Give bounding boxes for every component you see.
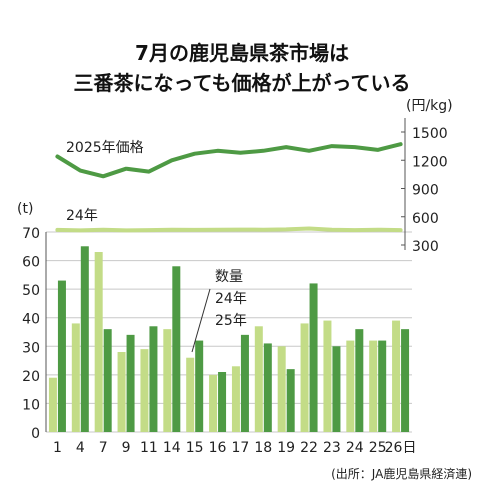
x-tick-label: 22 — [300, 440, 318, 456]
bar-25-11 — [149, 326, 158, 432]
bar-axis-grid: 0 10 20 30 40 50 60 70 — [22, 226, 412, 442]
bar-24-1 — [48, 377, 57, 432]
x-tick-label: 14 — [163, 440, 181, 456]
bar-24-7 — [94, 252, 103, 432]
bar-24-17 — [231, 366, 240, 432]
bar-axis-tick-label: 10 — [22, 397, 40, 413]
bar-25-23 — [332, 346, 341, 432]
legend-item-24: 24年 — [215, 291, 247, 307]
line-24-price — [55, 226, 403, 233]
bar-25-24 — [355, 329, 364, 432]
bar-axis-tick-label: 70 — [22, 226, 40, 242]
legend-leader-line — [191, 288, 211, 353]
bar-25-16 — [218, 372, 227, 432]
bar-25-14 — [172, 266, 181, 432]
bar-25-19 — [286, 369, 295, 432]
bar-25-9 — [126, 334, 135, 432]
bar-24-16 — [209, 374, 218, 432]
price-axis: 300 600 900 1200 1500 — [401, 118, 448, 255]
x-tick-label: 23 — [323, 440, 341, 456]
left-axis-unit: (t) — [17, 201, 33, 217]
bar-25-1 — [57, 280, 66, 432]
chart-title-line1: 7月の鹿児島県茶市場は — [135, 41, 349, 65]
bar-24-15 — [186, 357, 195, 432]
x-tick-label: 9 — [122, 440, 131, 456]
price-axis-tick-label: 600 — [412, 211, 439, 227]
line-series-group — [55, 142, 403, 233]
price-axis-tick-label: 900 — [412, 183, 439, 199]
bar-25-4 — [80, 246, 89, 432]
bar-axis-tick-label: 20 — [22, 369, 40, 385]
x-tick-label: 4 — [76, 440, 85, 456]
price-axis-tick-label: 1200 — [412, 154, 448, 170]
bar-axis-tick-label: 50 — [22, 283, 40, 299]
bar-24-22 — [300, 323, 309, 432]
x-tick-label: 17 — [232, 440, 250, 456]
x-tick-label: 19 — [277, 440, 295, 456]
bar-25-25 — [378, 340, 387, 432]
bar-axis-tick-label: 40 — [22, 312, 40, 328]
bar-24-18 — [254, 326, 263, 432]
x-tick-label: 1 — [53, 440, 62, 456]
bar-24-9 — [117, 352, 126, 432]
x-tick-label: 18 — [254, 440, 272, 456]
bar-24-24 — [346, 340, 355, 432]
x-tick-label: 26日 — [385, 440, 417, 456]
bar-25-18 — [263, 343, 272, 432]
bar-25-17 — [240, 334, 249, 432]
bar-24-23 — [323, 320, 332, 432]
x-tick-label: 25 — [369, 440, 387, 456]
bar-axis-tick-label: 30 — [22, 340, 40, 356]
legend-item-25: 25年 — [215, 313, 247, 329]
bar-axis-tick-label: 60 — [22, 255, 40, 271]
bar-25-15 — [195, 340, 204, 432]
x-tick-label: 15 — [186, 440, 204, 456]
bar-axis-tick-label: 0 — [31, 426, 40, 442]
source-note: (出所：JA鹿児島県経済連) — [331, 466, 472, 481]
x-tick-label: 24 — [346, 440, 364, 456]
line-2025-price — [55, 142, 403, 179]
bar-25-22 — [309, 283, 318, 432]
right-axis-unit: (円/kg) — [406, 98, 453, 114]
bar-24-4 — [71, 323, 80, 432]
bar-25-26日 — [401, 329, 410, 432]
bar-24-14 — [163, 329, 172, 432]
bar-series-group — [48, 246, 410, 432]
line-label-2025-price: 2025年価格 — [66, 140, 144, 156]
x-tick-label: 16 — [209, 440, 227, 456]
line-label-24: 24年 — [66, 208, 98, 224]
price-axis-tick-label: 300 — [412, 239, 439, 255]
bar-24-26日 — [392, 320, 401, 432]
x-tick-label: 7 — [99, 440, 108, 456]
legend-title: 数量 — [215, 269, 243, 285]
bar-25-7 — [103, 329, 112, 432]
bar-24-11 — [140, 349, 149, 432]
bar-24-19 — [277, 346, 286, 432]
x-tick-label: 11 — [140, 440, 158, 456]
bar-24-25 — [369, 340, 378, 432]
price-axis-tick-label: 1500 — [412, 126, 448, 142]
chart-title-line2: 三番茶になっても価格が上がっている — [74, 71, 411, 95]
